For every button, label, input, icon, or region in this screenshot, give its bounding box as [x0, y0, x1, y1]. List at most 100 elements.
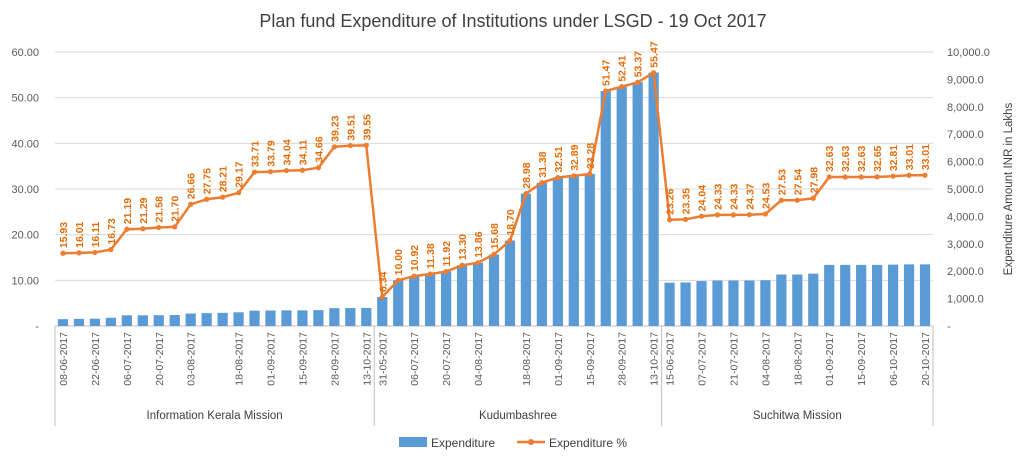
- expenditure-percent-marker: [443, 268, 449, 275]
- percent-data-label: 39.51: [345, 114, 357, 140]
- percent-data-label: 27.54: [792, 169, 804, 195]
- expenditure-percent-marker: [810, 195, 816, 201]
- expenditure-percent-marker: [379, 294, 385, 300]
- percent-data-label: 33.01: [920, 144, 932, 170]
- expenditure-bar: [792, 274, 803, 326]
- expenditure-bar: [760, 280, 771, 326]
- expenditure-bar: [600, 90, 611, 327]
- expenditure-percent-marker: [619, 84, 625, 90]
- expenditure-bar: [377, 296, 388, 326]
- expenditure-percent-marker: [475, 260, 481, 266]
- chart-title: Plan fund Expenditure of Institutions un…: [259, 11, 766, 31]
- percent-data-label: 24.53: [760, 183, 772, 209]
- expenditure-percent-marker: [714, 212, 721, 218]
- y-right-tick-label: 3,000.0: [947, 239, 984, 251]
- expenditure-percent-marker: [730, 212, 737, 218]
- expenditure-percent-marker: [890, 173, 896, 179]
- y-left-tick-label: 10.00: [11, 275, 39, 287]
- expenditure-percent-marker: [60, 250, 66, 256]
- percent-data-label: 32.63: [840, 146, 852, 172]
- legend-label: Expenditure %: [549, 436, 627, 450]
- y-left-tick-label: 60.00: [11, 47, 39, 59]
- group-label: Suchitwa Mission: [753, 410, 842, 422]
- expenditure-percent-marker: [778, 197, 784, 203]
- percent-data-label: 32.65: [872, 145, 884, 171]
- expenditure-percent-marker: [395, 277, 401, 283]
- expenditure-bar: [137, 315, 148, 326]
- x-tick-label: 22-06-2017: [90, 332, 102, 386]
- x-tick-label: 20-07-2017: [441, 332, 453, 386]
- x-tick-label: 15-09-2017: [856, 332, 868, 386]
- expenditure-percent-marker: [283, 167, 290, 174]
- expenditure-percent-marker: [76, 250, 82, 256]
- expenditure-bar: [536, 182, 547, 326]
- expenditure-percent-marker: [794, 197, 800, 203]
- expenditure-percent-marker: [331, 144, 337, 150]
- percent-data-label: 15.93: [58, 222, 70, 248]
- expenditure-bar: [808, 273, 819, 326]
- expenditure-percent-marker: [347, 142, 353, 149]
- percent-data-label: 33.28: [585, 143, 597, 169]
- x-tick-label: 15-06-2017: [665, 332, 677, 386]
- percent-data-label: 6.34: [377, 271, 389, 292]
- expenditure-percent-marker: [140, 226, 146, 232]
- expenditure-percent-marker: [172, 224, 178, 230]
- legend-swatch-bar: [399, 437, 427, 447]
- expenditure-bar: [728, 280, 739, 326]
- percent-data-label: 21.19: [122, 198, 134, 224]
- x-tick-label: 18-08-2017: [234, 332, 246, 386]
- percent-data-label: 18.70: [505, 209, 517, 235]
- expenditure-bar: [281, 310, 292, 326]
- percent-data-label: 27.75: [202, 168, 214, 194]
- y-left-tick-label: 20.00: [11, 230, 39, 242]
- percent-data-label: 51.47: [601, 60, 613, 86]
- expenditure-bar: [105, 317, 116, 326]
- expenditure-percent-marker: [635, 79, 641, 85]
- percent-data-label: 23.26: [665, 188, 677, 214]
- expenditure-percent-marker: [906, 172, 912, 178]
- expenditure-bar: [425, 273, 436, 326]
- percent-data-label: 15.68: [489, 223, 501, 249]
- expenditure-bar: [696, 281, 707, 326]
- x-tick-label: 20-10-2017: [920, 332, 932, 386]
- y-right-tick-label: 5,000.0: [947, 184, 984, 196]
- y-right-tick-label: 2,000.0: [947, 266, 984, 278]
- expenditure-bar: [919, 264, 931, 326]
- expenditure-bar: [648, 72, 659, 326]
- expenditure-bar: [217, 312, 228, 326]
- percent-data-label: 32.63: [824, 146, 836, 172]
- percent-data-label: 24.04: [697, 185, 709, 211]
- expenditure-bar: [441, 271, 452, 326]
- x-tick-label: 13-10-2017: [649, 332, 661, 386]
- expenditure-bar: [153, 315, 164, 326]
- x-tick-label: 21-07-2017: [728, 332, 740, 386]
- percent-data-label: 27.98: [808, 167, 820, 193]
- expenditure-bar: [712, 280, 723, 326]
- expenditure-percent-marker: [746, 212, 753, 218]
- expenditure-bar: [249, 310, 260, 326]
- percent-data-label: 34.66: [313, 136, 325, 162]
- x-tick-label: 15-09-2017: [585, 332, 597, 386]
- percent-data-label: 16.73: [106, 218, 118, 244]
- expenditure-percent-marker: [235, 190, 242, 196]
- expenditure-percent-marker: [698, 213, 705, 219]
- expenditure-bar: [73, 318, 85, 326]
- expenditure-percent-marker: [826, 174, 832, 180]
- expenditure-percent-marker: [667, 217, 673, 223]
- expenditure-bar: [744, 280, 755, 326]
- expenditure-percent-marker: [874, 174, 880, 180]
- expenditure-bar: [409, 276, 420, 326]
- x-tick-label: 18-08-2017: [521, 332, 533, 386]
- percent-data-label: 16.11: [90, 222, 102, 248]
- expenditure-percent-marker: [363, 142, 369, 148]
- y-right-tick-label: 9,000.0: [947, 74, 984, 86]
- expenditure-percent-marker: [204, 196, 210, 202]
- percent-data-label: 39.23: [329, 115, 341, 141]
- expenditure-bar: [872, 264, 883, 326]
- x-tick-label: 18-08-2017: [792, 332, 804, 386]
- percent-data-label: 32.81: [888, 145, 900, 171]
- percent-data-label: 11.38: [425, 243, 437, 269]
- y-left-tick-label: 30.00: [11, 184, 39, 196]
- x-tick-label: 08-06-2017: [58, 332, 70, 386]
- x-tick-label: 28-09-2017: [329, 332, 341, 386]
